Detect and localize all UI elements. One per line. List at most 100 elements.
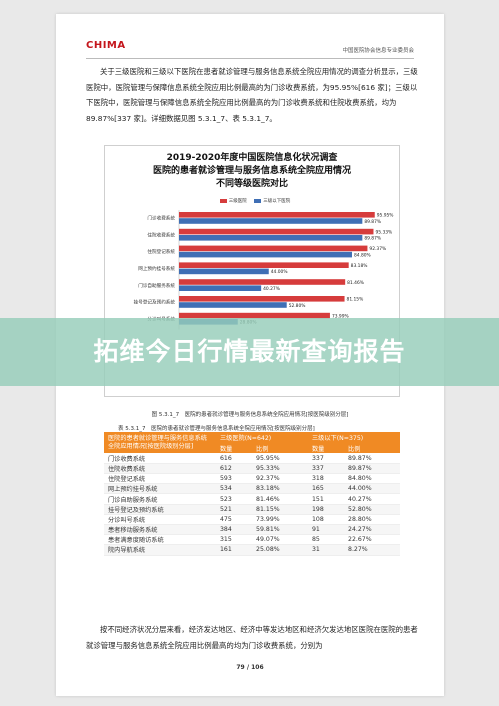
table-cell: 81.15% [252, 504, 308, 515]
data-label: 81.46% [347, 280, 364, 286]
bar-tier3 [179, 245, 368, 252]
table-row: 挂号登记及预约系统 521 81.15% 198 52.80% [104, 504, 400, 515]
table-caption: 表 5.3.1_7 医院的患者就诊管理与服务信息系统全院应用情况[按医院级别分层… [118, 426, 315, 432]
table-cell: 31 [307, 544, 345, 556]
table-sub-header: 数量 [307, 443, 345, 454]
table-cell: 612 [216, 463, 253, 475]
table-cell: 91 [307, 524, 345, 536]
table-cell: 318 [307, 473, 345, 485]
chima-logo: CHIMA [86, 40, 126, 51]
table-cell: 81.46% [252, 493, 308, 505]
chart-title: 2019-2020年度中国医院信息化状况调查 医院的患者就诊管理与服务信息系统全… [105, 152, 399, 191]
table-cell: 8.27% [344, 544, 400, 556]
table-row-label: 住院收费系统 [104, 463, 216, 475]
table-row: 住院收费系统 612 95.33% 337 89.87% [104, 463, 400, 475]
bar-tier3 [179, 262, 349, 268]
table-cell: 523 [216, 493, 253, 505]
table-row-label: 患者满意度随访系统 [104, 534, 216, 546]
table-cell: 25.08% [252, 544, 308, 556]
overlay-banner: 拓维今日行情最新查询报告 [0, 318, 499, 386]
table-group-header-below: 三级以下(N=375) [307, 432, 400, 443]
legend-label-below: 三级以下医院 [263, 199, 291, 204]
table-cell: 83.18% [252, 483, 308, 495]
figure-caption: 图 5.3.1_7 医院的患者就诊管理与服务信息系统全院应用情况[按医院级别分层… [151, 412, 349, 418]
bar-tier3 [179, 279, 346, 285]
header-divider [86, 58, 414, 59]
table-cell: 337 [307, 463, 345, 475]
category-tick-label: 网上预约挂号系统 [138, 265, 175, 272]
bar-tier3 [179, 296, 345, 302]
closing-paragraph: 按不同经济状况分层来看，经济发达地区、经济中等发达地区和经济欠发达地区医院在医院… [86, 625, 418, 650]
bar-below [179, 251, 352, 258]
chart-title-line-2: 医院的患者就诊管理与服务信息系统全院应用情况 [152, 166, 351, 176]
table-cell: 52.80% [344, 504, 400, 515]
category-tick-label: 挂号登记及预约系统 [134, 299, 176, 306]
table-cell: 92.37% [252, 473, 308, 485]
header-organization: 中国医院协会信息专业委员会 [342, 48, 414, 54]
table-row: 门诊收费系统 616 95.95% 337 89.87% [104, 453, 400, 464]
table-row: 院内导航系统 161 25.08% 31 8.27% [104, 544, 400, 556]
table-cell: 89.87% [344, 453, 400, 464]
table-cell: 22.67% [344, 534, 400, 546]
table-cell: 161 [216, 544, 253, 556]
table-cell: 84.80% [344, 473, 400, 485]
table-row: 患者满意度随访系统 315 49.07% 85 22.67% [104, 534, 400, 546]
table-corner-header: 医院的患者就诊管理与服务信息系统全院应用情况[按医院级别分层] [104, 432, 216, 454]
chart-legend: 三级医院 三级以下医院 [105, 198, 399, 204]
table-cell: 44.00% [344, 483, 400, 495]
table-cell: 475 [216, 514, 253, 526]
data-label: 83.18% [351, 263, 368, 269]
table-cell: 28.80% [344, 514, 400, 526]
table-cell: 593 [216, 473, 253, 485]
legend-swatch-below [254, 198, 262, 203]
bar-below [179, 302, 287, 308]
table-cell: 24.27% [344, 524, 400, 536]
data-label: 73.99% [332, 313, 349, 319]
data-label: 40.27% [263, 286, 280, 292]
data-label: 81.15% [347, 297, 364, 303]
table-row-label: 挂号登记及预约系统 [104, 504, 216, 515]
table-cell: 337 [307, 453, 345, 464]
data-label: 92.37% [369, 246, 386, 252]
table-cell: 95.33% [252, 463, 308, 475]
table-cell: 198 [307, 504, 345, 515]
table-sub-header: 比例 [344, 443, 400, 454]
table-row: 分诊叫号系统 475 73.99% 108 28.80% [104, 514, 400, 526]
table-cell: 151 [307, 493, 345, 505]
table-sub-header: 数量 [216, 443, 253, 454]
table-cell: 49.07% [252, 534, 308, 546]
bar-below [179, 268, 269, 275]
table-cell: 616 [216, 453, 253, 464]
table-cell: 165 [307, 483, 345, 495]
table-cell: 89.87% [344, 463, 400, 475]
table-group-header-tier3: 三级医院(N=642) [216, 432, 308, 443]
table-row-label: 网上预约挂号系统 [104, 483, 216, 495]
table-row: 患者移动服务系统 384 59.81% 91 24.27% [104, 524, 400, 536]
bar-below [179, 235, 363, 241]
category-tick-label: 住院登记系统 [147, 248, 175, 255]
table-row-label: 院内导航系统 [104, 544, 216, 556]
table-body: 门诊收费系统 616 95.95% 337 89.87% 住院收费系统 612 95.33% 3… [104, 453, 400, 556]
table-row: 住院登记系统 593 92.37% 318 84.80% [104, 473, 400, 485]
data-table: 医院的患者就诊管理与服务信息系统全院应用情况[按医院级别分层] 三级医院(N=6… [104, 432, 400, 556]
bar-below [179, 285, 262, 291]
table-cell: 521 [216, 504, 253, 515]
table-row-label: 门诊自助服务系统 [104, 493, 216, 505]
table-cell: 59.81% [252, 524, 308, 536]
table-cell: 85 [307, 534, 345, 546]
category-tick-label: 门诊自助服务系统 [138, 282, 175, 289]
table-cell: 534 [216, 483, 253, 495]
data-label: 89.87% [364, 236, 381, 242]
table-sub-header: 比例 [252, 443, 308, 454]
table-row-label: 门诊收费系统 [104, 453, 216, 464]
chart-title-line-3: 不同等级医院对比 [215, 179, 288, 189]
table-cell: 73.99% [252, 514, 308, 526]
table-cell: 95.95% [252, 453, 308, 464]
data-label: 84.80% [354, 252, 371, 258]
intro-paragraph: 关于三级医院和三级以下医院在患者就诊管理与服务信息系统全院应用情况的调查分析显示… [86, 67, 418, 123]
table-cell: 315 [216, 534, 253, 546]
banner-title: 拓维今日行情最新查询报告 [93, 337, 406, 366]
legend-swatch-tier3 [219, 198, 227, 203]
bar-tier3 [179, 212, 375, 218]
table-row-label: 分诊叫号系统 [104, 514, 216, 526]
